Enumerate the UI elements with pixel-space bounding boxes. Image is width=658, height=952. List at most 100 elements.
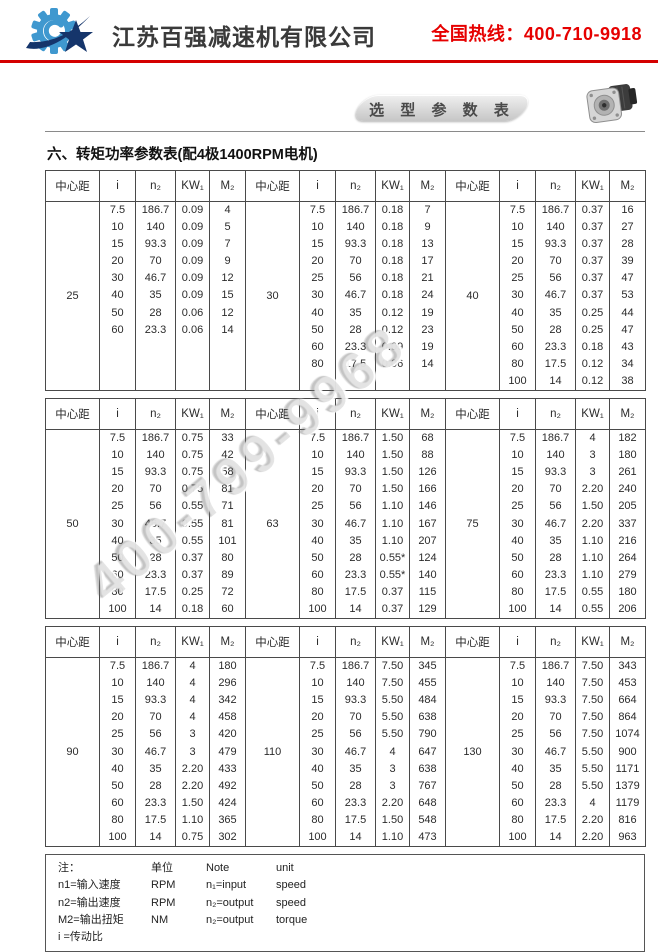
note-cell: n2=输出速度 — [58, 896, 121, 909]
note-cell: Note — [206, 862, 230, 875]
col-header-n2: n₂ — [535, 626, 576, 659]
col-header-center-distance: 中心距 — [45, 170, 100, 202]
col-header-n2: n₂ — [535, 398, 576, 431]
note-row: n1=输入速度 RPM n₁=input speed — [46, 877, 644, 894]
m2-values: 16 27 28 39 47 53 44 47 43 34 38 — [609, 200, 646, 392]
col-header-m2: M₂ — [609, 626, 646, 659]
tables-container: 中心距 i n₂ KW₁ M₂ 中心距 i n₂ KW₁ M₂ 中心距 i n₂ KW₁ M₂ 25 7.5 10… — [45, 170, 646, 952]
col-header-ratio-i: i — [99, 398, 136, 431]
center-distance-value: 50 — [45, 429, 100, 620]
hotline-text: 全国热线：400-710-9918 — [431, 24, 642, 44]
n2-values: 186.7 140 93.3 70 56 46.7 35 28 23.3 17.5 — [335, 200, 376, 392]
col-header-n2: n₂ — [135, 626, 176, 659]
kw1-values: 4 3 3 2.20 1.50 2.20 1.10 1.10 1.10 0.55 0.55 — [575, 429, 610, 620]
m2-values: 4 5 7 9 12 15 12 14 — [209, 200, 246, 392]
col-header-m2: M₂ — [409, 170, 446, 202]
banner-divider — [45, 131, 645, 132]
torque-power-table-1: 中心距 i n₂ KW₁ M₂ 中心距 i n₂ KW₁ M₂ 中心距 i n₂ KW₁ M₂ 25 7.5 10… — [45, 170, 646, 392]
col-header-m2: M₂ — [209, 170, 246, 202]
table-data-row: 90 7.5 10 15 20 25 30 40 50 60 80 100 186.7 140 93.3 70… — [45, 657, 646, 848]
kw1-values: 7.50 7.50 7.50 7.50 7.50 5.50 5.50 5.50 4 2.20 2.2… — [575, 657, 610, 848]
n2-values: 186.7 140 93.3 70 56 46.7 35 28 23.3 17.5 14 — [535, 657, 576, 848]
col-header-m2: M₂ — [409, 398, 446, 431]
col-header-n2: n₂ — [335, 170, 376, 202]
note-cell: n₂=output — [206, 913, 254, 926]
col-header-n2: n₂ — [335, 398, 376, 431]
note-cell: torque — [276, 913, 308, 926]
col-header-center-distance: 中心距 — [445, 626, 500, 659]
col-header-ratio-i: i — [499, 398, 536, 431]
gearbox-product-image — [586, 84, 638, 124]
note-row: 注： 单位 Note unit — [46, 860, 644, 877]
col-header-center-distance: 中心距 — [445, 170, 500, 202]
kw1-values: 0.18 0.18 0.18 0.18 0.18 0.18 0.12 0.12 0.09 0.06 — [375, 200, 410, 392]
note-cell: n₁=input — [206, 879, 247, 892]
col-header-ratio-i: i — [99, 170, 136, 202]
note-cell: RPM — [151, 879, 176, 892]
m2-values: 68 88 126 166 146 167 207 124 140 115 129 — [409, 429, 446, 620]
kw1-values: 7.50 7.50 5.50 5.50 5.50 4 3 3 2.20 1.50 1.10 — [375, 657, 410, 848]
m2-values: 182 180 261 240 205 337 216 264 279 180 206 — [609, 429, 646, 620]
n2-values: 186.7 140 93.3 70 56 46.7 35 28 23.3 17.5 14 — [535, 200, 576, 392]
col-header-n2: n₂ — [135, 170, 176, 202]
note-cell: 单位 — [151, 862, 173, 875]
section-title: 六、转矩功率参数表(配4极1400RPM电机) — [47, 147, 318, 163]
note-cell: n1=输入速度 — [58, 879, 121, 892]
ratio-i-values: 7.5 10 15 20 25 30 40 50 60 80 100 — [99, 657, 136, 848]
col-header-center-distance: 中心距 — [45, 626, 100, 659]
note-cell: M2=输出扭矩 — [58, 913, 124, 926]
col-header-m2: M₂ — [209, 626, 246, 659]
col-header-kw1: KW₁ — [175, 170, 210, 202]
n2-values: 186.7 140 93.3 70 46.7 35 28 23.3 — [135, 200, 176, 392]
note-row: i =传动比 — [46, 929, 644, 946]
torque-power-table-2: 中心距 i n₂ KW₁ M₂ 中心距 i n₂ KW₁ M₂ 中心距 i n₂ KW₁ M₂ 50 7.5 10… — [45, 398, 646, 620]
ratio-i-values: 7.5 10 15 20 30 40 50 60 — [99, 200, 136, 392]
note-cell: unit — [276, 862, 294, 875]
center-distance-value: 25 — [45, 200, 100, 392]
col-header-ratio-i: i — [499, 170, 536, 202]
col-header-kw1: KW₁ — [175, 398, 210, 431]
table-header-row: 中心距 i n₂ KW₁ M₂ 中心距 i n₂ KW₁ M₂ 中心距 i n₂ KW₁ M₂ — [45, 626, 646, 659]
note-cell: 注： — [58, 862, 80, 875]
col-header-center-distance: 中心距 — [45, 398, 100, 431]
ratio-i-values: 7.5 10 15 20 25 30 40 50 60 80 100 — [499, 657, 536, 848]
ratio-i-values: 7.5 10 15 20 25 30 40 50 60 80 100 — [299, 657, 336, 848]
center-distance-value: 30 — [245, 200, 300, 392]
note-row: M2=输出扭矩 NM n₂=output torque — [46, 912, 644, 929]
torque-power-table-3: 中心距 i n₂ KW₁ M₂ 中心距 i n₂ KW₁ M₂ 中心距 i n₂ KW₁ M₂ 90 7.5 10… — [45, 626, 646, 848]
col-header-kw1: KW₁ — [575, 398, 610, 431]
col-header-ratio-i: i — [99, 626, 136, 659]
header-divider — [0, 60, 658, 63]
col-header-m2: M₂ — [609, 398, 646, 431]
n2-values: 186.7 140 93.3 70 56 46.7 35 28 23.3 17.5 14 — [335, 657, 376, 848]
kw1-values: 1.50 1.50 1.50 1.50 1.10 1.10 1.10 0.55* 0.55* 0.… — [375, 429, 410, 620]
col-header-ratio-i: i — [299, 170, 336, 202]
company-logo-icon — [24, 4, 116, 64]
n2-values: 186.7 140 93.3 70 56 46.7 35 28 23.3 17.5 14 — [335, 429, 376, 620]
note-cell: speed — [276, 879, 306, 892]
note-cell: NM — [151, 913, 169, 926]
col-header-m2: M₂ — [609, 170, 646, 202]
col-header-kw1: KW₁ — [575, 170, 610, 202]
n2-values: 186.7 140 93.3 70 56 46.7 35 28 23.3 17.5 14 — [535, 429, 576, 620]
col-header-kw1: KW₁ — [175, 626, 210, 659]
center-distance-value: 110 — [245, 657, 300, 848]
col-header-ratio-i: i — [299, 626, 336, 659]
note-cell: n₂=output — [206, 896, 254, 909]
kw1-values: 0.37 0.37 0.37 0.37 0.37 0.37 0.25 0.25 0.18 0.12… — [575, 200, 610, 392]
table-data-row: 50 7.5 10 15 20 25 30 40 50 60 80 100 186.7 140 93.3 70… — [45, 429, 646, 620]
m2-values: 180 296 342 458 420 479 433 492 424 365 302 — [209, 657, 246, 848]
center-distance-value: 40 — [445, 200, 500, 392]
kw1-values: 4 4 4 4 3 3 2.20 2.20 1.50 1.10 0.75 — [175, 657, 210, 848]
col-header-center-distance: 中心距 — [245, 170, 300, 202]
note-cell: RPM — [151, 896, 176, 909]
ratio-i-values: 7.5 10 15 20 25 30 40 50 60 80 100 — [499, 200, 536, 392]
ratio-i-values: 7.5 10 15 20 25 30 40 50 60 80 — [299, 200, 336, 392]
center-distance-value: 63 — [245, 429, 300, 620]
note-cell — [276, 929, 644, 946]
ratio-i-values: 7.5 10 15 20 25 30 40 50 60 80 100 — [299, 429, 336, 620]
note-row: n2=输出速度 RPM n₂=output speed — [46, 895, 644, 912]
center-distance-value: 130 — [445, 657, 500, 848]
ratio-i-values: 7.5 10 15 20 25 30 40 50 60 80 100 — [499, 429, 536, 620]
col-header-kw1: KW₁ — [375, 626, 410, 659]
